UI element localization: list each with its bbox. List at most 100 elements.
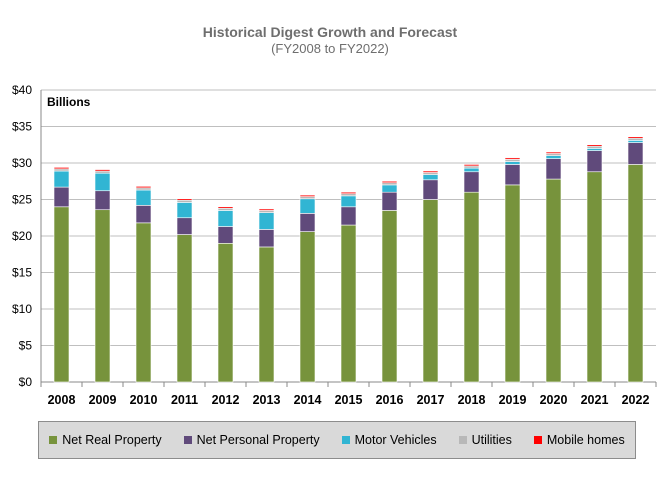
bar-segment	[299, 194, 316, 197]
legend-item: Utilities	[458, 433, 512, 447]
bar-segment	[258, 210, 275, 213]
y-tick-label: $25	[12, 193, 32, 207]
bar-segment	[463, 167, 480, 173]
bar-segment	[53, 170, 70, 188]
bar-segment	[135, 222, 152, 383]
legend-label: Mobile homes	[546, 433, 625, 447]
bar-segment	[586, 150, 603, 173]
bar-segment	[627, 140, 644, 143]
bar-segment	[381, 210, 398, 383]
bar-segment	[135, 186, 152, 189]
bar-segment	[258, 229, 275, 248]
legend-label: Net Personal Property	[196, 433, 320, 447]
bar-segment	[545, 155, 562, 159]
legend-item: Net Real Property	[49, 433, 162, 447]
bar-segment	[217, 207, 234, 211]
bar-segment	[258, 246, 275, 383]
bar-segment	[504, 159, 521, 162]
bar-segment	[586, 171, 603, 383]
y-tick-label: $35	[12, 120, 32, 134]
bar-segment	[176, 199, 193, 203]
x-tick-label: 2019	[499, 393, 527, 407]
bar-segment	[627, 142, 644, 165]
bar-segment	[463, 164, 480, 167]
bar-segment	[217, 243, 234, 383]
bar-segment	[299, 198, 316, 214]
bar-segment	[586, 145, 603, 149]
x-tick-label: 2008	[48, 393, 76, 407]
y-tick-label: $0	[19, 375, 33, 389]
bar-segment	[340, 193, 357, 197]
bar-segment	[545, 153, 562, 156]
bar-segment	[94, 169, 111, 172]
bar-segment	[217, 206, 234, 209]
bar-segment	[381, 191, 398, 211]
x-tick-label: 2018	[458, 393, 486, 407]
bar-segment	[545, 178, 562, 383]
bar-segment	[53, 186, 70, 208]
legend-item: Motor Vehicles	[341, 433, 437, 447]
legend-item: Mobile homes	[533, 433, 625, 447]
bar-segment	[135, 189, 152, 206]
bar-segment	[545, 151, 562, 154]
bar-segment	[176, 234, 193, 383]
legend-swatch	[49, 436, 58, 444]
legend-swatch	[458, 436, 467, 444]
bar-segment	[340, 224, 357, 383]
bar-segment	[504, 161, 521, 165]
bar-segment	[586, 144, 603, 147]
x-tick-label: 2016	[376, 393, 404, 407]
bar-segment	[422, 170, 439, 173]
bar-segment	[340, 191, 357, 194]
bar-segment	[504, 164, 521, 186]
bar-segment	[258, 208, 275, 211]
bar-segment	[627, 136, 644, 139]
y-tick-label: $15	[12, 266, 32, 280]
bar-segment	[422, 179, 439, 200]
bar-segment	[504, 184, 521, 383]
legend-swatch	[341, 436, 350, 444]
chart-title: Historical Digest Growth and Forecast	[202, 24, 458, 40]
x-tick-label: 2015	[335, 393, 363, 407]
bar-segment	[94, 190, 111, 211]
bar-segment	[422, 172, 439, 175]
bar-segment	[176, 217, 193, 235]
x-tick-label: 2014	[294, 393, 322, 407]
x-tick-label: 2011	[171, 393, 198, 407]
bar-segment	[463, 165, 480, 169]
bar-segment	[217, 210, 234, 227]
legend-swatch	[183, 436, 192, 444]
legend: Net Real Property Net Personal Property Mo…	[38, 421, 636, 459]
bar-segment	[258, 212, 275, 230]
bar-segment	[94, 209, 111, 383]
y-tick-label: $30	[12, 156, 32, 170]
bar-segment	[176, 198, 193, 201]
legend-label: Net Real Property	[62, 433, 162, 447]
bar-segment	[94, 172, 111, 192]
bar-segment	[545, 158, 562, 180]
bar-segment	[381, 182, 398, 186]
bar-segment	[135, 187, 152, 191]
x-tick-label: 2020	[540, 393, 568, 407]
legend-label: Motor Vehicles	[354, 433, 437, 447]
bar-segment	[422, 199, 439, 383]
bar-segment	[135, 205, 152, 224]
bar-segment	[53, 168, 70, 172]
bar-segment	[381, 184, 398, 193]
bar-segment	[627, 164, 644, 383]
x-tick-label: 2009	[89, 393, 117, 407]
bar-segment	[299, 231, 316, 383]
bar-segment	[299, 213, 316, 232]
legend-swatch	[533, 436, 542, 444]
bar-segment	[463, 191, 480, 383]
x-tick-label: 2013	[253, 393, 281, 407]
unit-label: Billions	[47, 95, 91, 109]
bar-segment	[627, 137, 644, 141]
x-tick-label: 2017	[417, 393, 445, 407]
bar-segment	[463, 171, 480, 193]
bar-segment	[340, 206, 357, 226]
bar-segment	[504, 157, 521, 160]
y-tick-label: $5	[19, 339, 33, 353]
bar-segment	[176, 202, 193, 219]
